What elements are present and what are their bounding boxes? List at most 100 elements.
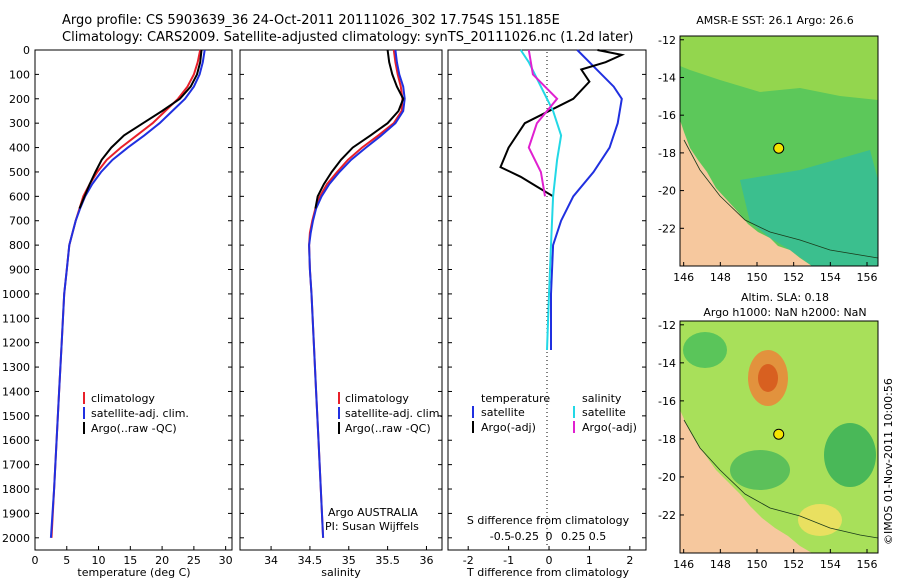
temperature-legend: climatology satellite-adj. clim. Argo(..… xyxy=(83,392,189,435)
sla-positive-south xyxy=(798,504,842,536)
sla-map-subtitle: Argo h1000: NaN h2000: NaN xyxy=(703,306,866,319)
series-line-satellite-adj-clim- xyxy=(308,49,406,538)
sla-map: Altim. SLA: 0.18 Argo h1000: NaN h2000: … xyxy=(658,291,879,571)
sla-map-ticks: 146 148 150 152 154 156 -12 -14 -16 -18 -20 -22 xyxy=(658,319,879,571)
y-tick-label: 900 xyxy=(9,264,30,277)
y-tick-label: 1700 xyxy=(2,459,30,472)
legend-label-argo: Argo(..raw -QC) xyxy=(345,422,431,435)
y-tick-label: 600 xyxy=(9,190,30,203)
x-tick-label: 34.5 xyxy=(298,554,323,567)
temperature-axes xyxy=(34,49,233,551)
map-x-tick-label: 146 xyxy=(673,558,694,571)
x-tick-label: 36 xyxy=(419,554,433,567)
temperature-ticks: 0 5 10 15 20 25 300100200300400500600700800900… xyxy=(2,44,233,567)
imos-timestamp: ©IMOS 01-Nov-2011 10:00:56 xyxy=(882,378,895,545)
x-tick-label: -1 xyxy=(503,554,514,567)
legend-label-t-argo: Argo(-adj) xyxy=(481,421,536,434)
y-tick-label: 0 xyxy=(23,44,30,57)
salinity-legend: climatology satellite-adj. clim. Argo(..… xyxy=(338,392,443,435)
map-y-tick-label: -14 xyxy=(658,71,676,84)
series-line-temperature-argo-adj- xyxy=(499,49,626,198)
x-tick-label: 34 xyxy=(264,554,278,567)
series-line-salinity-satellite xyxy=(519,49,563,351)
temperature-xlabel: temperature (deg C) xyxy=(77,566,190,579)
map-y-tick-label: -18 xyxy=(658,147,676,160)
map-x-tick-label: 156 xyxy=(857,271,878,284)
series-line-temperature-satellite xyxy=(550,49,623,350)
temperature-lines xyxy=(49,49,206,538)
map-y-tick-label: -16 xyxy=(658,109,676,122)
map-y-tick-label: -20 xyxy=(658,185,676,198)
map-x-tick-label: 152 xyxy=(783,558,804,571)
y-tick-label: 2000 xyxy=(2,532,30,545)
map-y-tick-label: -12 xyxy=(658,34,676,47)
map-x-tick-label: 148 xyxy=(710,558,731,571)
map-y-tick-label: -12 xyxy=(658,319,676,332)
map-x-tick-label: 154 xyxy=(820,558,841,571)
sst-isobath xyxy=(683,139,879,259)
difference-legend: temperature salinity satellite Argo(-adj… xyxy=(472,392,637,434)
map-y-tick-label: -20 xyxy=(658,471,676,484)
x-tick-label: 30 xyxy=(219,554,233,567)
annotation-program: Argo AUSTRALIA xyxy=(328,506,418,519)
x-tick-label: -2 xyxy=(463,554,474,567)
sla-isobath xyxy=(683,419,879,539)
legend-label-satellite: satellite-adj. clim. xyxy=(345,407,443,420)
temperature-panel: 0 5 10 15 20 25 300100200300400500600700800900… xyxy=(2,44,233,579)
map-x-tick-label: 146 xyxy=(673,271,694,284)
salinity-lines xyxy=(308,49,406,538)
y-tick-label: 1400 xyxy=(2,385,30,398)
sla-low-anomaly-east xyxy=(824,423,876,487)
s-tick-label: -0.5 xyxy=(490,530,511,543)
figure-title-line2: Climatology: CARS2009. Satellite-adjuste… xyxy=(62,30,634,45)
difference-panel: -2 -1 0 1 2 T difference from climatology S … xyxy=(447,49,647,579)
x-tick-label: 10 xyxy=(92,554,106,567)
annotation-pi: PI: Susan Wijffels xyxy=(325,520,419,533)
y-tick-label: 1500 xyxy=(2,410,30,423)
y-tick-label: 500 xyxy=(9,166,30,179)
x-tick-label: 35 xyxy=(342,554,356,567)
sst-cool-region xyxy=(740,150,878,266)
y-tick-label: 1200 xyxy=(2,337,30,350)
series-line-satellite-adj-clim- xyxy=(49,49,206,538)
y-tick-label: 1300 xyxy=(2,361,30,374)
salinity-xlabel: salinity xyxy=(321,566,361,579)
y-tick-label: 300 xyxy=(9,117,30,130)
map-x-tick-label: 156 xyxy=(857,558,878,571)
map-x-tick-label: 152 xyxy=(783,271,804,284)
difference-ticks: -2 -1 0 1 2 xyxy=(448,49,646,567)
difference-xlabel-s: S difference from climatology xyxy=(467,514,630,527)
s-tick-label: 0.25 xyxy=(561,530,586,543)
map-x-tick-label: 150 xyxy=(747,558,768,571)
sla-map-title: Altim. SLA: 0.18 xyxy=(741,291,829,304)
y-tick-label: 1600 xyxy=(2,434,30,447)
map-x-tick-label: 150 xyxy=(747,271,768,284)
legend-label-satellite: satellite-adj. clim. xyxy=(91,407,189,420)
difference-xlabel-t: T difference from climatology xyxy=(466,566,629,579)
x-tick-label: 1 xyxy=(586,554,593,567)
legend-header-salinity: salinity xyxy=(582,392,622,405)
s-tick-label: 0.5 xyxy=(589,530,607,543)
y-tick-label: 1100 xyxy=(2,312,30,325)
x-tick-label: 0 xyxy=(546,554,553,567)
salinity-panel: 34 34.5 35 35.5 36 salinity climatology sate… xyxy=(239,49,443,579)
legend-label-s-satellite: satellite xyxy=(582,406,626,419)
y-tick-label: 1000 xyxy=(2,288,30,301)
y-tick-label: 400 xyxy=(9,142,30,155)
series-line-argo-raw-qc- xyxy=(78,49,203,209)
legend-label-climatology: climatology xyxy=(345,392,409,405)
map-y-tick-label: -22 xyxy=(658,222,676,235)
series-line-argo-raw-qc- xyxy=(314,49,405,209)
map-y-tick-label: -22 xyxy=(658,509,676,522)
sst-warm-region xyxy=(680,36,878,100)
map-x-tick-label: 148 xyxy=(710,271,731,284)
legend-header-temperature: temperature xyxy=(481,392,550,405)
legend-label-climatology: climatology xyxy=(91,392,155,405)
sla-high-core xyxy=(758,364,778,392)
series-line-salinity-argo-adj- xyxy=(527,49,559,197)
x-tick-label: 0 xyxy=(32,554,39,567)
sst-argo-position-marker xyxy=(773,142,785,154)
x-tick-label: 20 xyxy=(155,554,169,567)
y-tick-label: 700 xyxy=(9,215,30,228)
salinity-diff-ticks: -0.5 -0.25 0 0.25 0.5 xyxy=(490,530,606,543)
